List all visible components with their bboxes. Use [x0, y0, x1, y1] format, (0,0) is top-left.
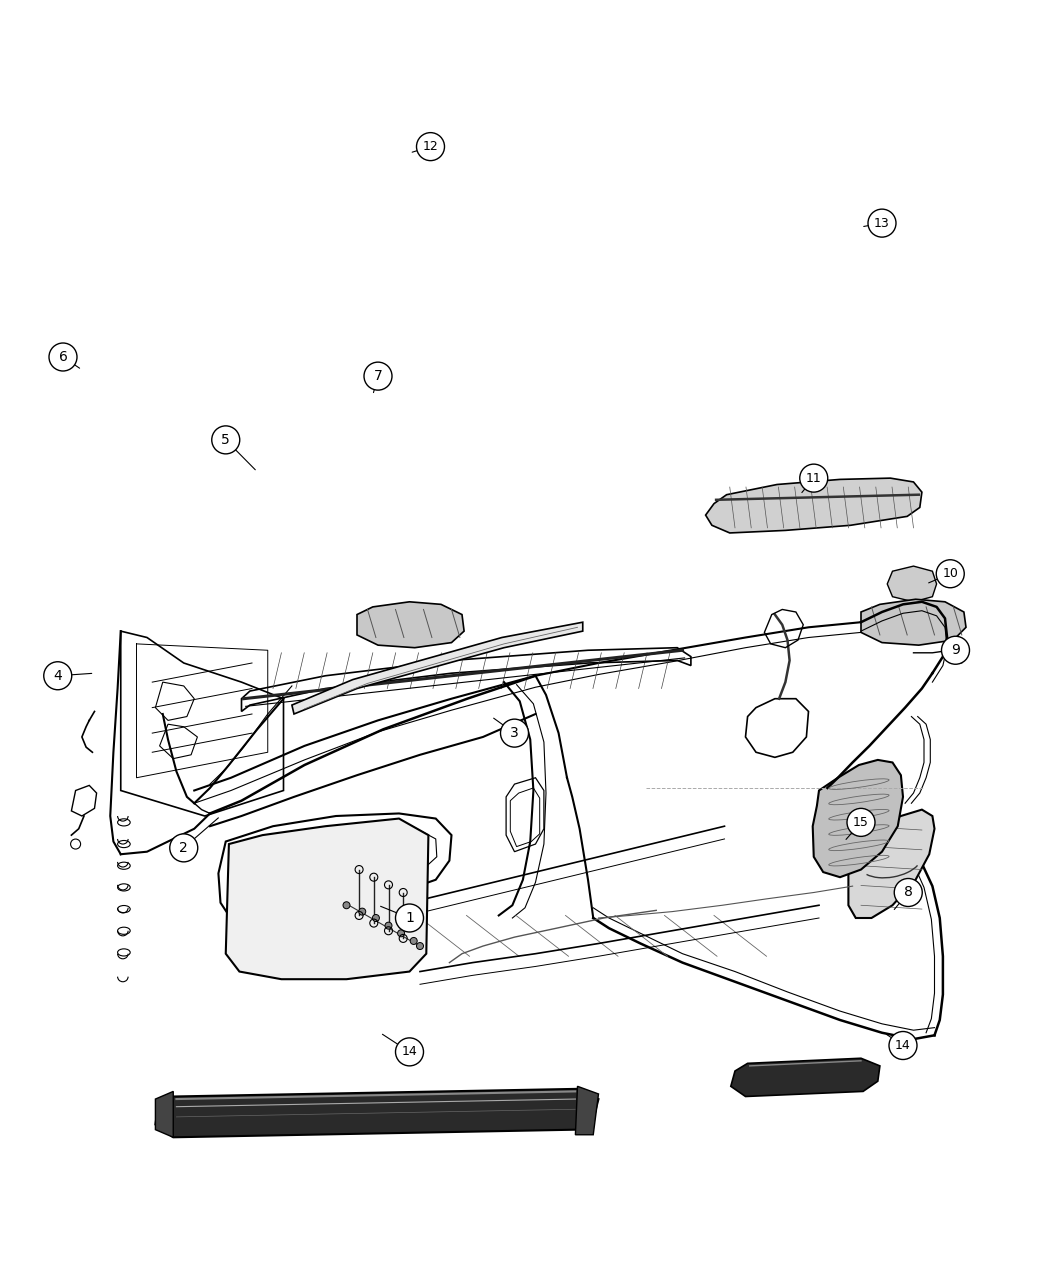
Text: 13: 13 — [874, 217, 890, 230]
Polygon shape — [848, 810, 934, 918]
Text: 5: 5 — [222, 434, 230, 446]
Polygon shape — [706, 478, 922, 533]
Text: 3: 3 — [510, 727, 519, 739]
Polygon shape — [861, 599, 966, 645]
Circle shape — [417, 133, 444, 161]
Text: 1: 1 — [405, 912, 414, 924]
Circle shape — [800, 464, 827, 492]
Polygon shape — [945, 645, 966, 663]
Polygon shape — [155, 1091, 173, 1137]
Circle shape — [49, 343, 77, 371]
Circle shape — [170, 834, 197, 862]
Circle shape — [343, 901, 350, 909]
Text: 15: 15 — [853, 816, 869, 829]
Polygon shape — [226, 819, 428, 979]
Circle shape — [942, 636, 969, 664]
Polygon shape — [813, 760, 903, 877]
Circle shape — [396, 904, 423, 932]
Circle shape — [364, 362, 392, 390]
Circle shape — [889, 1031, 917, 1060]
Circle shape — [501, 719, 528, 747]
Polygon shape — [575, 1086, 598, 1135]
Text: 6: 6 — [59, 351, 67, 363]
Text: 14: 14 — [895, 1039, 911, 1052]
Text: 12: 12 — [422, 140, 439, 153]
Circle shape — [212, 426, 239, 454]
Polygon shape — [357, 602, 464, 648]
Circle shape — [398, 929, 404, 937]
Circle shape — [937, 560, 964, 588]
Text: 14: 14 — [401, 1046, 418, 1058]
Circle shape — [373, 914, 379, 922]
Circle shape — [70, 839, 81, 849]
Polygon shape — [292, 622, 583, 714]
Text: 4: 4 — [54, 669, 62, 682]
Text: 7: 7 — [374, 370, 382, 382]
Circle shape — [396, 1038, 423, 1066]
Circle shape — [385, 922, 392, 929]
Circle shape — [359, 908, 365, 915]
Circle shape — [411, 937, 417, 945]
Text: 2: 2 — [180, 842, 188, 854]
Circle shape — [847, 808, 875, 836]
Circle shape — [895, 878, 922, 907]
Polygon shape — [155, 1089, 598, 1137]
Text: 8: 8 — [904, 886, 912, 899]
Circle shape — [868, 209, 896, 237]
Text: 11: 11 — [806, 472, 821, 484]
Polygon shape — [887, 566, 937, 602]
Circle shape — [44, 662, 71, 690]
Circle shape — [417, 942, 423, 950]
Text: 9: 9 — [951, 644, 960, 657]
Polygon shape — [731, 1058, 880, 1096]
Text: 10: 10 — [942, 567, 959, 580]
